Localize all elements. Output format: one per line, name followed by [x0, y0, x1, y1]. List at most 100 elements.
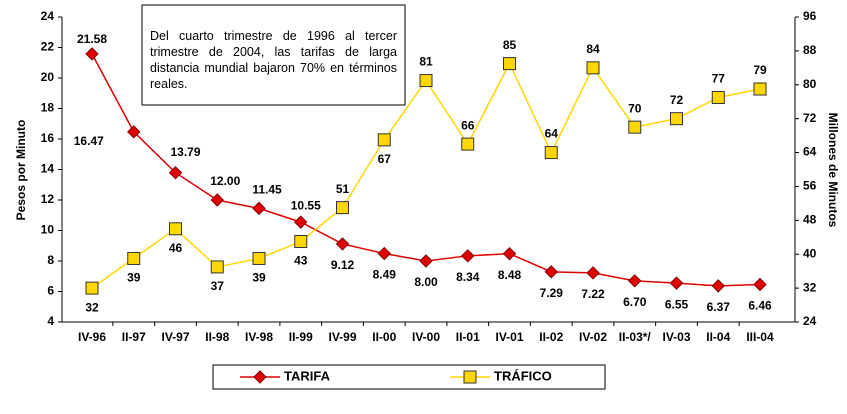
data-label: 79: [753, 63, 767, 77]
data-label: 32: [85, 300, 99, 314]
x-tick-label: IV-97: [161, 330, 189, 344]
data-label: 11.45: [252, 183, 282, 197]
point: [544, 146, 558, 160]
data-label: 8.00: [414, 275, 438, 289]
y-tick-label: 10: [41, 223, 55, 237]
point: [419, 254, 433, 268]
point: [503, 57, 516, 71]
y-tick-label: 24: [41, 9, 55, 23]
data-label: 8.48: [498, 268, 522, 282]
legend-label: TARIFA: [284, 368, 331, 383]
legend-label: TRÁFICO: [494, 368, 552, 383]
y2-tick-label: 88: [803, 43, 817, 57]
y2-tick-label: 96: [803, 9, 817, 23]
data-label: 9.12: [331, 258, 355, 272]
point: [294, 235, 308, 249]
point: [335, 237, 350, 251]
x-tick-label: III-04: [746, 330, 774, 344]
point: [127, 125, 141, 139]
y-tick-label: 14: [41, 162, 55, 176]
data-label: 39: [127, 271, 141, 285]
data-label: 8.49: [373, 268, 397, 282]
point: [210, 260, 224, 274]
point: [586, 61, 600, 75]
point: [753, 82, 767, 96]
data-label: 77: [712, 72, 726, 86]
point: [711, 279, 725, 293]
y2-tick-label: 80: [803, 77, 817, 91]
data-label: 46: [169, 241, 183, 255]
y-tick-label: 4: [47, 314, 54, 328]
y2-axis-label: Millones de Minutos: [826, 113, 840, 228]
data-label: 8.34: [456, 270, 480, 284]
x-tick-label: IV-00: [412, 330, 440, 344]
point: [628, 120, 642, 134]
point: [463, 370, 477, 384]
point: [169, 222, 182, 236]
point: [544, 265, 558, 279]
data-label: 64: [545, 127, 559, 141]
data-label: 39: [252, 271, 266, 285]
annotation-box: [141, 4, 406, 106]
data-label: 81: [419, 55, 433, 69]
point: [210, 193, 224, 207]
y-tick-label: 22: [41, 40, 55, 54]
point: [127, 251, 141, 265]
x-tick-label: IV-99: [328, 330, 356, 344]
annotation: Del cuarto trimestre de 1996 al tercer t…: [150, 29, 397, 91]
y-tick-label: 18: [41, 101, 55, 115]
x-tick-label: II-00: [372, 330, 396, 344]
data-label: 13.79: [170, 145, 200, 159]
data-label: 43: [294, 254, 308, 268]
y-tick-label: 6: [47, 284, 54, 298]
data-label: 70: [628, 101, 642, 115]
data-label: 6.70: [623, 295, 647, 309]
point: [85, 281, 99, 295]
point: [419, 74, 433, 88]
point: [252, 201, 266, 216]
x-tick-label: II-03*/: [619, 330, 652, 344]
data-label: 67: [378, 152, 392, 166]
point: [670, 112, 683, 126]
data-label: 72: [670, 93, 684, 107]
point: [711, 90, 725, 104]
point: [377, 246, 391, 261]
data-label: 7.22: [581, 287, 605, 301]
point: [461, 137, 475, 151]
data-label: 51: [336, 182, 350, 196]
data-label: 84: [586, 42, 600, 56]
x-tick-label: II-97: [122, 330, 146, 344]
data-label: 10.55: [291, 198, 321, 212]
y2-tick-label: 40: [803, 246, 817, 260]
data-label: 6.46: [748, 299, 772, 313]
data-label: 6.55: [665, 297, 689, 311]
point: [628, 274, 642, 288]
x-tick-label: IV-96: [78, 330, 106, 344]
point: [377, 133, 391, 147]
data-label: 6.37: [707, 300, 731, 314]
data-label: 21.58: [77, 32, 107, 46]
y-tick-label: 8: [47, 253, 54, 267]
x-tick-label: II-98: [205, 330, 229, 344]
x-tick-label: II-99: [289, 330, 313, 344]
y2-tick-label: 48: [803, 213, 817, 227]
y-tick-label: 12: [41, 192, 55, 206]
point: [294, 215, 308, 229]
point: [669, 276, 684, 290]
y-tick-label: 20: [41, 70, 55, 84]
point: [461, 249, 475, 263]
y-axis-label: Pesos por Minuto: [14, 120, 28, 221]
data-label: 16.47: [74, 134, 104, 148]
y2-tick-label: 72: [803, 111, 817, 125]
point: [753, 277, 767, 292]
data-label: 7.29: [540, 286, 564, 300]
data-label: 85: [503, 38, 517, 52]
x-tick-label: IV-98: [245, 330, 273, 344]
data-label: 37: [211, 279, 225, 293]
point: [336, 201, 349, 215]
x-tick-label: IV-02: [579, 330, 607, 344]
y2-tick-label: 56: [803, 179, 817, 193]
point: [586, 266, 600, 280]
point: [252, 251, 266, 265]
y2-tick-label: 32: [803, 280, 817, 294]
